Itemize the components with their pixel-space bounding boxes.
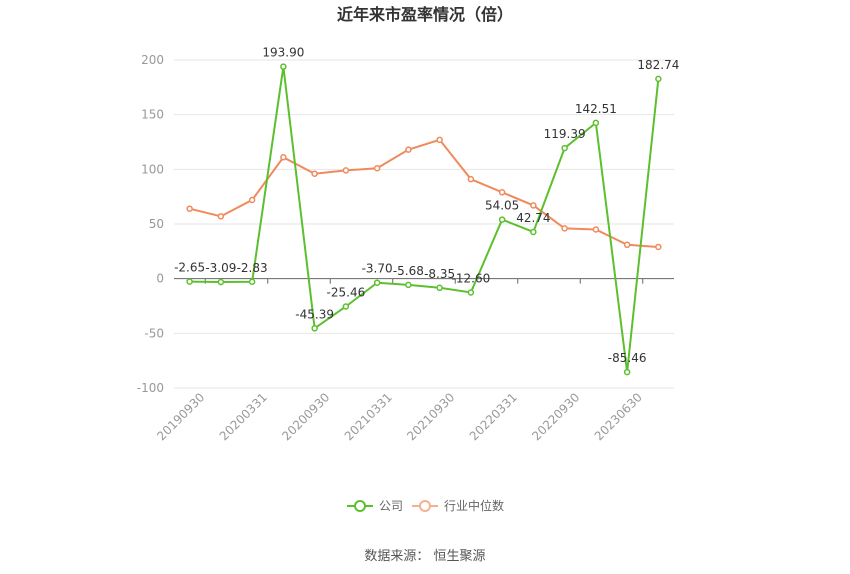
industry-point[interactable] <box>592 226 600 233</box>
legend-industry-marker <box>419 500 431 512</box>
company-point[interactable] <box>561 144 568 152</box>
company-point[interactable] <box>186 278 193 285</box>
company-data-label: 42.74 <box>516 211 550 225</box>
legend[interactable]: 公司 行业中位数 <box>347 498 504 513</box>
x-tick-label: 20190930 <box>154 390 207 443</box>
grid-lines <box>174 59 674 389</box>
y-axis-ticks: 200 150 100 50 0 -50 -100 <box>137 53 164 395</box>
y-tick-label: 150 <box>141 108 164 122</box>
industry-point[interactable] <box>186 205 193 212</box>
data-source: 数据来源： 恒生聚源 <box>364 549 485 564</box>
industry-point[interactable] <box>436 136 443 144</box>
company-point[interactable] <box>248 278 256 286</box>
company-data-label: -2.83 <box>237 261 268 275</box>
industry-point[interactable] <box>373 164 381 172</box>
x-tick-label: 20200331 <box>217 390 270 443</box>
company-line <box>189 66 660 373</box>
company-point[interactable] <box>655 75 662 83</box>
company-data-label: 193.90 <box>262 46 304 60</box>
industry-point[interactable] <box>280 154 287 161</box>
company-data-label: -45.39 <box>295 307 334 321</box>
y-tick-label: 200 <box>141 53 164 67</box>
company-point[interactable] <box>280 63 287 70</box>
legend-industry-label: 行业中位数 <box>444 498 504 513</box>
company-data-label: -5.68 <box>393 264 424 278</box>
industry-point[interactable] <box>498 189 506 196</box>
industry-point[interactable] <box>342 167 350 174</box>
legend-company-marker <box>354 500 366 512</box>
y-tick-label: 0 <box>156 272 164 286</box>
industry-point[interactable] <box>655 243 662 251</box>
x-tick-label: 20210331 <box>342 390 395 443</box>
y-tick-label: -50 <box>144 326 164 340</box>
company-data-label: 119.39 <box>544 127 586 141</box>
y-tick-label: -100 <box>137 381 164 395</box>
x-tick-label: 20220331 <box>467 390 520 443</box>
x-tick-label: 20230630 <box>592 390 645 443</box>
y-tick-label: 50 <box>149 217 164 231</box>
company-data-label: -3.70 <box>362 262 393 276</box>
company-point[interactable] <box>592 119 600 127</box>
x-tick-label: 20200930 <box>279 390 332 443</box>
company-data-label: 182.74 <box>637 58 679 72</box>
company-point[interactable] <box>373 279 381 286</box>
industry-point[interactable] <box>530 202 537 209</box>
company-point[interactable] <box>436 284 443 292</box>
company-data-label: -3.09 <box>205 261 236 275</box>
company-point[interactable] <box>498 216 506 223</box>
legend-item-industry[interactable]: 行业中位数 <box>412 498 504 513</box>
y-tick-label: 100 <box>141 162 164 176</box>
company-point[interactable] <box>623 368 631 376</box>
company-point[interactable] <box>530 228 537 236</box>
x-tick-label: 20210930 <box>404 390 457 443</box>
company-point[interactable] <box>467 289 475 296</box>
industry-point[interactable] <box>467 175 475 183</box>
legend-item-company[interactable]: 公司 <box>347 499 403 513</box>
industry-point[interactable] <box>248 196 256 204</box>
legend-company-label: 公司 <box>379 499 403 513</box>
company-data-label: -85.46 <box>608 351 647 365</box>
chart-title: 近年来市盈率情况（倍） <box>337 5 513 24</box>
company-data-label: -8.35 <box>424 267 455 281</box>
industry-point[interactable] <box>623 241 631 249</box>
data-labels: -2.65 -3.09 -2.83 193.90 -45.39 -25.46 -3.70 -5… <box>174 46 679 365</box>
x-tick-label: 20220930 <box>529 390 582 443</box>
company-data-label: -12.60 <box>452 271 491 285</box>
industry-point[interactable] <box>405 146 412 153</box>
series-area <box>186 63 662 376</box>
company-data-label: -25.46 <box>327 286 366 300</box>
company-data-label: 54.05 <box>485 199 519 213</box>
company-point[interactable] <box>311 325 318 332</box>
industry-point[interactable] <box>217 213 225 220</box>
company-point[interactable] <box>342 303 350 310</box>
industry-point[interactable] <box>311 170 318 177</box>
x-axis: 20190930 20200331 20200930 20210331 20210930… <box>154 278 645 443</box>
company-point[interactable] <box>217 278 225 286</box>
company-data-label: -2.65 <box>174 261 205 275</box>
company-data-label: 142.51 <box>575 102 617 116</box>
industry-point[interactable] <box>561 225 568 232</box>
company-point[interactable] <box>405 281 412 289</box>
